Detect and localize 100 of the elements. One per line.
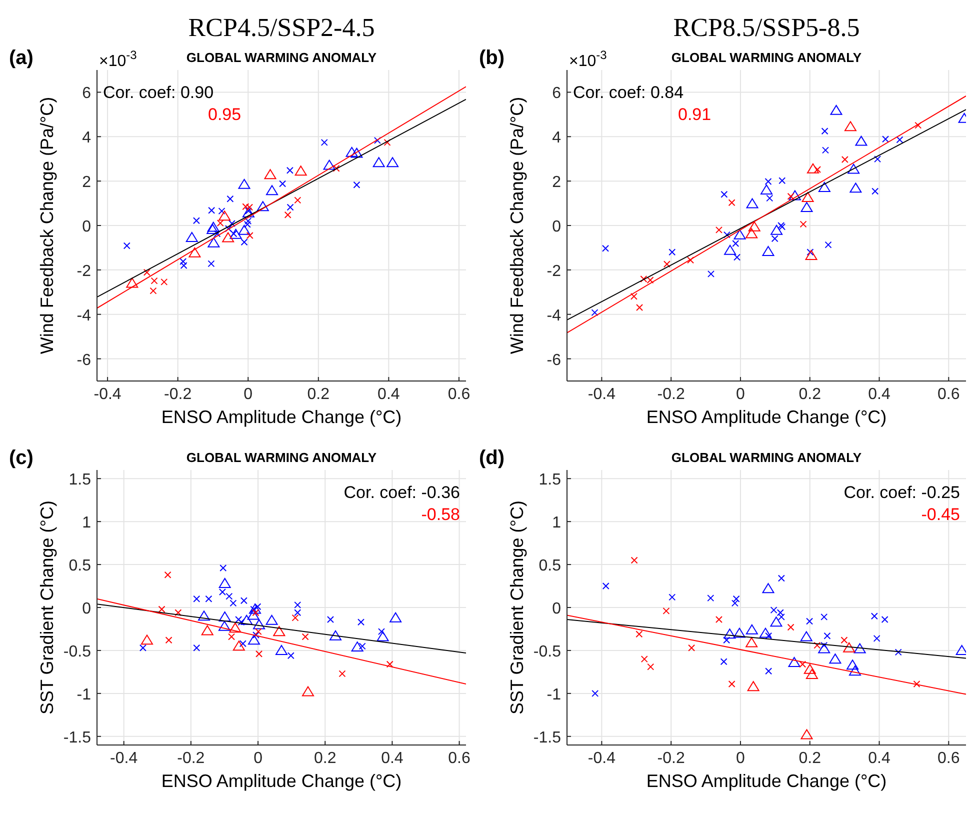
point: [287, 652, 294, 660]
point: [294, 601, 302, 608]
point: [687, 256, 694, 264]
point: [205, 595, 212, 602]
x-axis-title: ENSO Amplitude Change (°C): [646, 771, 887, 791]
point: [222, 232, 234, 242]
point: [218, 588, 226, 596]
x-axis-title: ENSO Amplitude Change (°C): [161, 407, 402, 427]
y-tick-label: 0: [552, 600, 562, 618]
point: [252, 632, 260, 638]
y-tick-label: 1.5: [538, 472, 562, 489]
y-tick-label: -2: [546, 262, 562, 280]
point: [242, 203, 250, 210]
point: [351, 642, 364, 652]
point: [668, 248, 676, 256]
annotation: Cor. coef: 0.90: [103, 83, 214, 102]
point: [848, 666, 861, 676]
point: [253, 619, 266, 630]
x-tick-label: -0.4: [110, 750, 138, 767]
x-tick-label: 0.4: [868, 386, 890, 403]
y-tick-label: 6: [552, 85, 562, 102]
point: [787, 192, 794, 200]
point: [150, 277, 158, 284]
y-tick-label: -4: [76, 307, 92, 324]
point: [770, 224, 783, 235]
point: [806, 669, 818, 680]
point: [591, 309, 598, 316]
point: [846, 660, 859, 670]
point: [246, 204, 254, 211]
point: [160, 278, 168, 286]
point: [818, 643, 830, 654]
y-tick-label: -2: [76, 262, 92, 280]
point: [248, 634, 260, 645]
point: [630, 556, 638, 564]
point: [150, 287, 157, 294]
point: [201, 625, 214, 636]
point: [715, 226, 722, 234]
point: [208, 260, 215, 268]
x-tick-label: 0: [736, 750, 746, 767]
x-tick-label: 0: [254, 750, 263, 767]
point: [346, 146, 358, 157]
x-tick-label: -0.4: [588, 386, 616, 403]
x-tick-label: 0.2: [307, 386, 330, 403]
point: [872, 188, 879, 195]
y-tick-label: -1.5: [533, 729, 562, 746]
point: [647, 663, 654, 670]
y-tick-label: 4: [82, 130, 92, 147]
point: [218, 208, 226, 215]
point: [806, 618, 814, 625]
point: [805, 250, 818, 260]
point: [238, 224, 250, 235]
point: [688, 644, 696, 652]
point: [390, 612, 402, 622]
annotation: Cor. coef: 0.84: [573, 83, 684, 102]
point: [240, 597, 248, 604]
x-tick-label: 0.6: [938, 386, 960, 403]
point: [229, 622, 242, 633]
y-axis-title: SST Gradient Change (°C): [507, 500, 527, 714]
x-tick-label: 0.2: [798, 750, 822, 767]
y-tick-label: -1: [76, 686, 92, 704]
y-tick-label: 1: [82, 514, 92, 532]
y-tick-label: 0.5: [68, 558, 92, 575]
point: [636, 630, 643, 638]
chart-subtitle: RCP4.5/SSP2-4.5: [188, 13, 375, 42]
point: [762, 246, 774, 256]
point: [818, 182, 830, 192]
point: [386, 157, 399, 168]
point: [378, 628, 385, 636]
x-tick-label: -0.2: [657, 386, 685, 403]
point: [228, 633, 236, 640]
y-tick-label: -1.5: [63, 729, 92, 746]
point: [724, 628, 736, 639]
point: [256, 650, 263, 658]
x-tick-label: 0.2: [798, 386, 822, 403]
point: [228, 220, 236, 227]
point: [882, 136, 890, 143]
text: (b): [479, 47, 505, 69]
point: [602, 244, 610, 252]
annotation: -0.45: [921, 505, 960, 524]
point: [193, 595, 200, 602]
point: [220, 564, 227, 572]
point: [592, 690, 599, 697]
point: [376, 631, 389, 642]
point: [224, 225, 232, 232]
point: [286, 204, 294, 211]
point: [294, 166, 307, 176]
point: [640, 656, 648, 663]
point: [746, 637, 758, 648]
annotation: Cor. coef: -0.25: [844, 483, 960, 502]
annotation: -0.58: [421, 505, 460, 524]
x-tick-label: -0.4: [588, 750, 616, 767]
point: [731, 600, 738, 607]
point: [896, 136, 904, 144]
chart-subtitle: RCP8.5/SSP5-8.5: [673, 13, 860, 42]
point: [208, 237, 220, 248]
point: [139, 644, 146, 652]
point: [242, 207, 254, 218]
point: [244, 220, 251, 228]
point: [273, 626, 286, 636]
point: [848, 164, 860, 174]
